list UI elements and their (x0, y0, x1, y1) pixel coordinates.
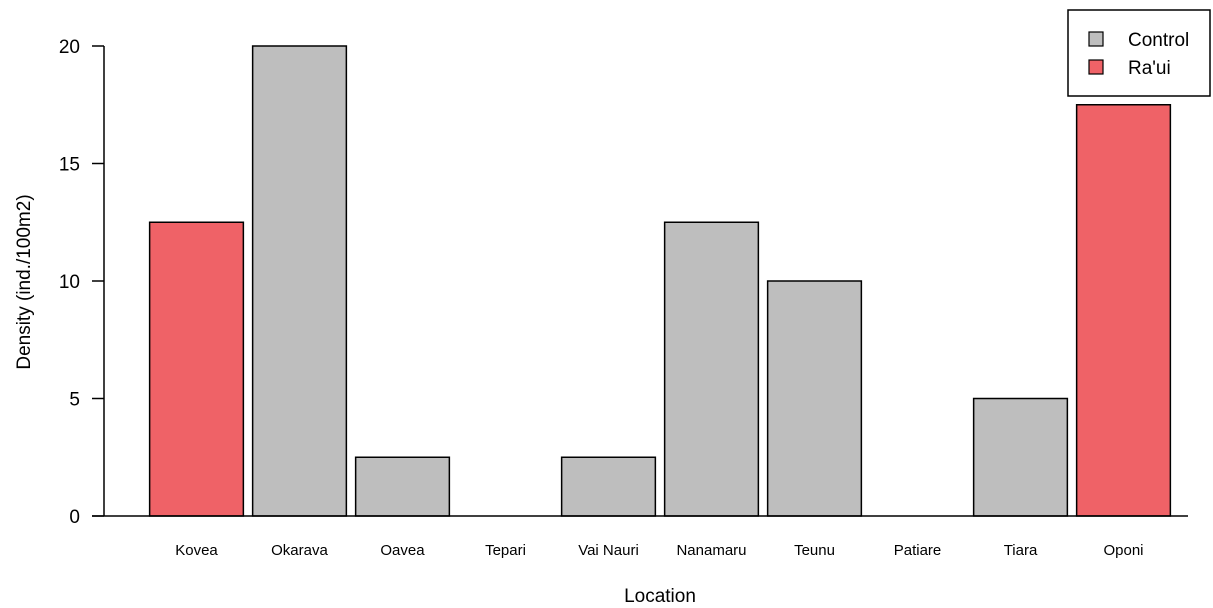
x-tick-label: Patiare (894, 542, 942, 559)
bar-tiara (972, 397, 1069, 517)
x-tick-label: Tiara (1004, 542, 1038, 559)
x-tick-label: Kovea (175, 542, 218, 559)
legend-box (1067, 9, 1211, 97)
y-tick-label: 15 (59, 155, 80, 176)
bar-okarava (251, 45, 348, 517)
bars-group (148, 45, 1172, 517)
y-axis-title: Density (ind./100m2) (14, 194, 35, 369)
x-axis-title: Location (624, 586, 696, 607)
y-tick-label: 10 (59, 272, 80, 293)
bar-nanamaru (663, 221, 760, 517)
x-axis-tick-labels: Kovea Okarava Oavea Tepari Vai Nauri Nanamaru… (175, 542, 1143, 559)
x-tick-label: Tepari (485, 542, 526, 559)
x-tick-label: Teunu (794, 542, 835, 559)
bar-oponi (1075, 104, 1172, 517)
bar-oavea (354, 456, 451, 517)
x-tick-label: Oavea (380, 542, 425, 559)
legend: Control Ra'ui (1067, 9, 1211, 97)
legend-label-control: Control (1128, 30, 1189, 51)
y-tick-label: 20 (59, 37, 80, 58)
y-tick-label: 5 (69, 390, 80, 411)
legend-swatch-control (1088, 31, 1104, 47)
bar-kovea (148, 221, 245, 517)
legend-label-raui: Ra'ui (1128, 58, 1171, 79)
bar-teunu (766, 280, 863, 517)
x-tick-label: Okarava (271, 542, 328, 559)
y-tick-label: 0 (69, 507, 80, 528)
x-tick-label: Nanamaru (676, 542, 746, 559)
legend-swatch-raui (1088, 59, 1104, 75)
y-axis: 0 5 10 15 20 (59, 37, 105, 528)
x-tick-label: Vai Nauri (578, 542, 639, 559)
x-tick-label: Oponi (1103, 542, 1143, 559)
bar-vai-nauri (560, 456, 657, 517)
